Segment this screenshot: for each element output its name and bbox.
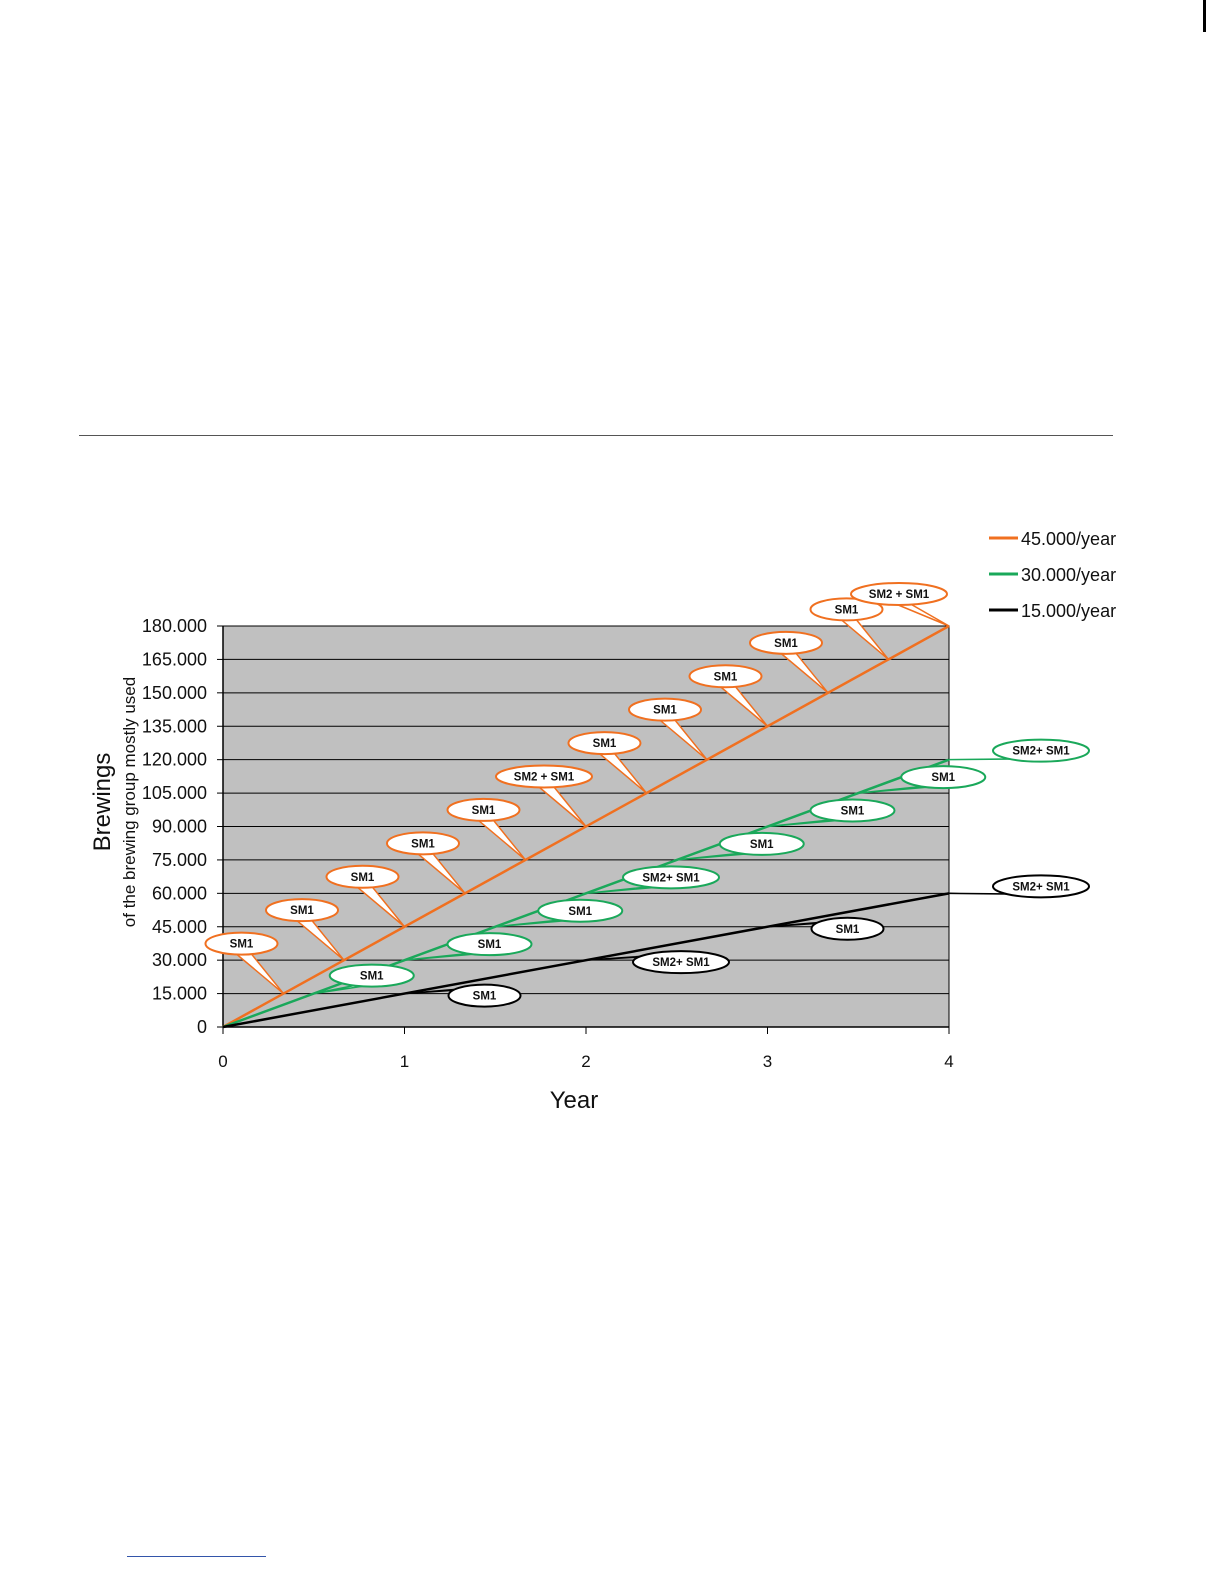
callout-bubble [992, 874, 1090, 899]
y-axis-subtitle: of the brewing group mostly used [120, 677, 139, 927]
callout-label: SM2+ SM1 [1012, 746, 1070, 758]
callout-label: SM1 [473, 991, 497, 1003]
callout-bubble [850, 582, 948, 606]
y-axis-title: Brewings [89, 753, 116, 852]
callout-label: SM1 [568, 906, 592, 918]
callout-label: SM1 [836, 924, 860, 936]
callout-label: SM1 [230, 939, 254, 951]
page-corner-mark [1203, 0, 1206, 32]
callout-bubble [632, 950, 730, 975]
callout-bubble [328, 963, 415, 988]
callout-bubble [992, 738, 1090, 763]
x-tick-label: 3 [763, 1052, 772, 1071]
callout-bubble [628, 697, 703, 722]
callout-bubble [748, 630, 823, 655]
callout-label: SM1 [290, 905, 314, 917]
legend-label-0: 45.000/year [1021, 529, 1116, 549]
legend-label-2: 15.000/year [1021, 601, 1116, 621]
callout-label: SM1 [351, 872, 375, 884]
y-tick-label: 15.000 [152, 984, 207, 1004]
callout-label: SM1 [714, 671, 738, 683]
callout-bubble [900, 765, 987, 790]
callout-label: SM2 + SM1 [514, 772, 575, 784]
x-tick-label: 0 [218, 1052, 227, 1071]
callout-bubble [809, 597, 884, 622]
callout-label: SM1 [835, 604, 859, 616]
x-tick-label: 2 [581, 1052, 590, 1071]
callout-label: SM1 [750, 839, 774, 851]
y-tick-label: 120.000 [142, 750, 207, 770]
y-tick-label: 0 [197, 1017, 207, 1037]
callout-bubble [447, 983, 522, 1008]
x-tick-label: 1 [400, 1052, 409, 1071]
y-tick-label: 60.000 [152, 883, 207, 903]
y-tick-label: 180.000 [142, 616, 207, 636]
callout-label: SM1 [360, 971, 384, 983]
y-tick-label: 30.000 [152, 950, 207, 970]
callout-bubble [567, 731, 642, 756]
callout-label: SM1 [774, 638, 798, 650]
y-tick-label: 45.000 [152, 917, 207, 937]
callout-bubble [810, 916, 885, 941]
callout-bubble [809, 798, 896, 823]
callout-bubble [622, 865, 720, 890]
callout-bubble [537, 898, 624, 923]
callout-bubble [688, 664, 763, 689]
y-tick-label: 105.000 [142, 783, 207, 803]
callout-label: SM1 [472, 805, 496, 817]
callout-bubble [204, 931, 279, 956]
callout-bubble [446, 797, 521, 822]
y-tick-label: 150.000 [142, 683, 207, 703]
callout-label: SM1 [478, 939, 502, 951]
y-tick-label: 135.000 [142, 716, 207, 736]
legend-label-1: 30.000/year [1021, 565, 1116, 585]
callout-label: SM1 [841, 806, 865, 818]
callout-bubble [718, 831, 805, 856]
callout-label: SM2+ SM1 [642, 872, 700, 884]
callout-bubble [265, 898, 340, 923]
callout-bubble [325, 864, 400, 889]
callout-bubble [385, 831, 460, 856]
callout-label: SM1 [931, 772, 955, 784]
y-tick-label: 75.000 [152, 850, 207, 870]
callout-label: SM2 + SM1 [869, 589, 930, 601]
header-rule [79, 435, 1113, 436]
callout-label: SM1 [653, 705, 677, 717]
callout-bubble [446, 932, 533, 957]
y-tick-label: 90.000 [152, 817, 207, 837]
callout-label: SM1 [411, 838, 435, 850]
callout-label: SM2+ SM1 [652, 957, 710, 969]
callout-label: SM1 [593, 738, 617, 750]
x-tick-label: 4 [944, 1052, 953, 1071]
callout-label: SM2+ SM1 [1012, 881, 1070, 893]
callout-bubble [495, 764, 593, 789]
y-tick-label: 165.000 [142, 649, 207, 669]
footnote-rule [127, 1556, 266, 1557]
x-axis-title: Year [550, 1087, 599, 1114]
